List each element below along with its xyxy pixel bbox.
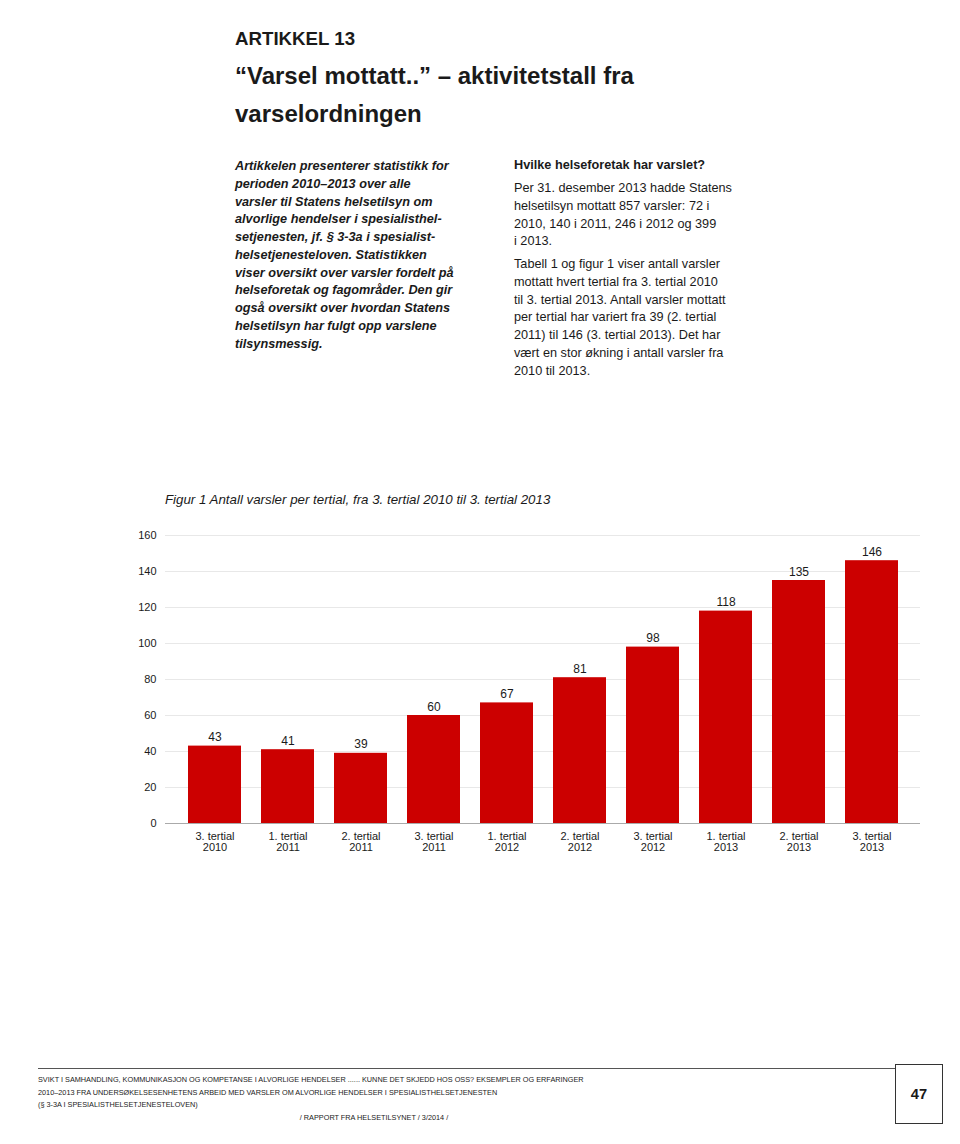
svg-text:1. tertial2011: 1. tertial2011: [268, 830, 307, 853]
html-text:Artikkelen presenterer statist: Artikkelen presenterer statistikk for pe…: [235, 159, 454, 351]
html-text:/ RAPPORT FRA HELSETILSYNET /: / RAPPORT FRA HELSETILSYNET / 3/2014 /: [299, 1113, 449, 1122]
svg-text:140: 140: [138, 565, 156, 577]
html-text:47: 47: [910, 1086, 928, 1102]
html-text:2010–2013 FRA UNDERSØKELSESENH: 2010–2013 FRA UNDERSØKELSESENHETENS ARBE…: [38, 1088, 498, 1097]
svg-text:3. tertial2011: 3. tertial2011: [414, 830, 453, 853]
svg-text:1. tertial2012: 1. tertial2012: [487, 830, 526, 853]
html-text:Figur 1 Antall varsler per ter: Figur 1 Antall varsler per tertial, fra …: [165, 492, 551, 507]
html-text:Tabell 1 og figur 1 viser anta: Tabell 1 og figur 1 viser antall varsler…: [514, 257, 726, 378]
html-text:varselordningen: varselordningen: [235, 100, 422, 127]
html-text:SVIKT I SAMHANDLING, KOMMUNIKA: SVIKT I SAMHANDLING, KOMMUNIKASJON OG KO…: [38, 1075, 584, 1084]
svg-text:1. tertial2013: 1. tertial2013: [706, 830, 745, 853]
svg-text:118: 118: [716, 595, 735, 609]
svg-text:3. tertial2013: 3. tertial2013: [852, 830, 891, 853]
svg-text:0: 0: [150, 817, 156, 829]
svg-text:2. tertial2011: 2. tertial2011: [341, 830, 380, 853]
svg-text:20: 20: [144, 781, 156, 793]
svg-text:67: 67: [500, 687, 514, 701]
html-text:“Varsel mottatt..” – aktivitet: “Varsel mottatt..” – aktivitetstall fra: [235, 62, 634, 89]
html-text:(§ 3-3A I SPESIALISTHELSETJENE: (§ 3-3A I SPESIALISTHELSETJENESTELOVEN): [38, 1100, 198, 1109]
svg-text:3. tertial2012: 3. tertial2012: [633, 830, 672, 853]
svg-text:2. tertial2012: 2. tertial2012: [560, 830, 599, 853]
svg-text:146: 146: [862, 545, 882, 559]
html-text:ARTIKKEL 13: ARTIKKEL 13: [235, 28, 356, 49]
svg-text:98: 98: [646, 631, 660, 645]
svg-text:60: 60: [427, 700, 441, 714]
svg-text:160: 160: [138, 529, 156, 541]
html-text:Hvilke helseforetak har varsle: Hvilke helseforetak har varslet?: [514, 158, 706, 172]
svg-text:2. tertial2013: 2. tertial2013: [779, 830, 818, 853]
svg-text:100: 100: [138, 637, 156, 649]
svg-text:39: 39: [354, 737, 368, 751]
svg-text:41: 41: [281, 734, 295, 748]
svg-text:81: 81: [573, 662, 587, 676]
svg-text:40: 40: [144, 745, 156, 757]
svg-text:135: 135: [789, 565, 809, 579]
svg-text:3. tertial2010: 3. tertial2010: [195, 830, 234, 853]
svg-text:120: 120: [138, 601, 156, 613]
svg-text:43: 43: [208, 730, 222, 744]
html-text:Per 31. desember 2013 hadde St: Per 31. desember 2013 hadde Statens hels…: [514, 181, 732, 249]
svg-text:80: 80: [144, 673, 156, 685]
svg-text:60: 60: [144, 709, 156, 721]
